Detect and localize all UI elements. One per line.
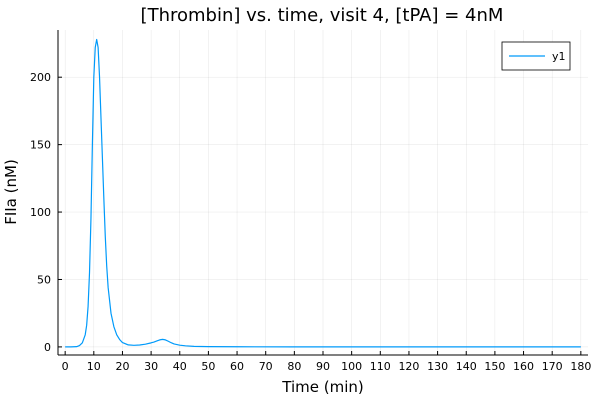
series-layer <box>65 38 581 348</box>
x-tick-label: 30 <box>144 360 158 373</box>
legend: y1 <box>501 41 571 71</box>
x-tick-label: 40 <box>173 360 187 373</box>
x-tick-label: 160 <box>513 360 534 373</box>
y-tick-label: 50 <box>37 273 51 286</box>
x-tick-label: 70 <box>259 360 273 373</box>
x-tick-label: 80 <box>287 360 301 373</box>
y-tick-label: 150 <box>30 139 51 152</box>
x-ticks: 0 10 20 30 40 50 60 70 80 90 100 110 120 130 140 150 160… <box>62 351 591 373</box>
x-tick-label: 0 <box>62 360 69 373</box>
x-tick-label: 60 <box>230 360 244 373</box>
y-tick-label: 200 <box>30 71 51 84</box>
x-tick-label: 50 <box>201 360 215 373</box>
x-tick-label: 20 <box>115 360 129 373</box>
chart-title: [Thrombin] vs. time, visit 4, [tPA] = 4n… <box>141 5 504 26</box>
y-axis-label: FIIa (nM) <box>2 159 20 225</box>
x-tick-label: 180 <box>570 360 591 373</box>
y-tick-label: 100 <box>30 206 51 219</box>
x-tick-label: 10 <box>87 360 101 373</box>
x-tick-label: 150 <box>484 360 505 373</box>
x-tick-label: 130 <box>427 360 448 373</box>
y-ticks: 0 50 100 150 200 <box>30 71 62 354</box>
legend-label-y1: y1 <box>552 50 566 63</box>
x-tick-label: 90 <box>316 360 330 373</box>
x-tick-label: 120 <box>398 360 419 373</box>
x-tick-label: 110 <box>370 360 391 373</box>
series-line-y1 <box>65 38 581 348</box>
x-tick-label: 100 <box>341 360 362 373</box>
x-tick-label: 140 <box>456 360 477 373</box>
x-axis-label: Time (min) <box>281 378 363 396</box>
x-tick-label: 170 <box>542 360 563 373</box>
y-tick-label: 0 <box>44 341 51 354</box>
